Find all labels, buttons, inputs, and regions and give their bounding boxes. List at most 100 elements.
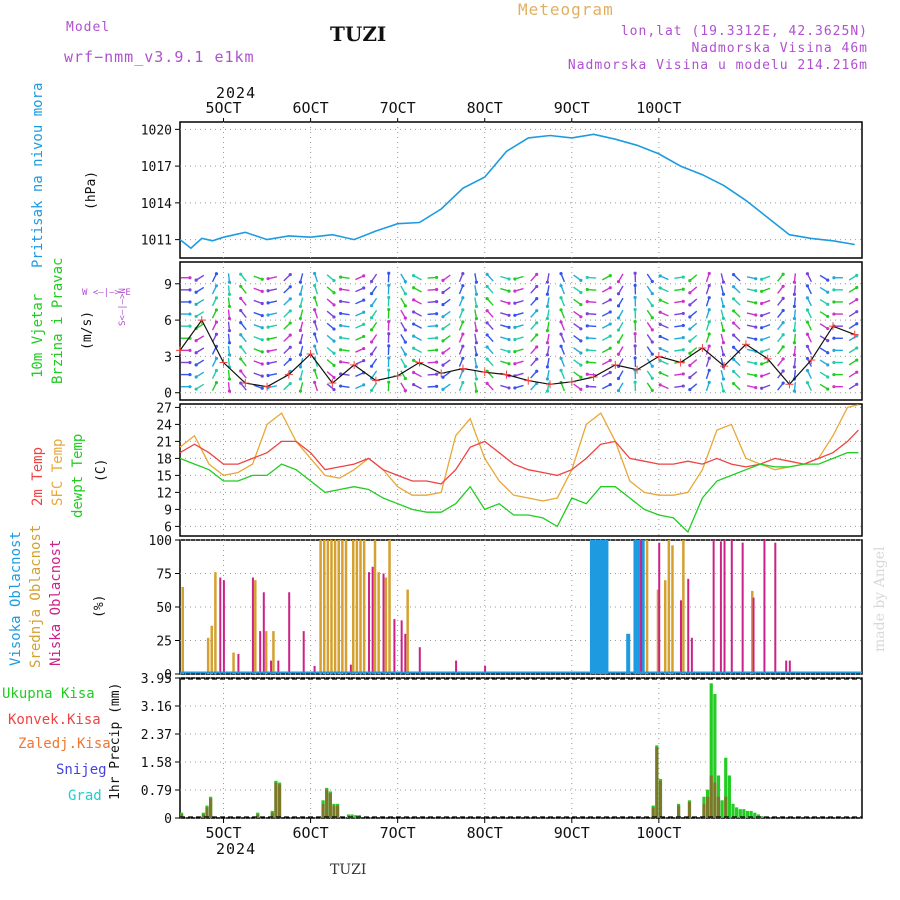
cloud-bar: [404, 633, 407, 674]
cloud-bar: [774, 542, 777, 674]
cloud-bar: [455, 660, 458, 674]
wind-arrowhead: [412, 298, 416, 302]
wind-arrowhead: [707, 283, 711, 288]
wind-arrowhead: [266, 361, 270, 366]
wind-arrowhead: [298, 377, 303, 381]
wind-arrowhead: [721, 316, 726, 321]
wind-arrowhead: [608, 298, 612, 302]
wind-arrowhead: [792, 316, 797, 321]
wind-arrowhead: [721, 341, 726, 345]
cloud-bar: [302, 631, 305, 674]
wind-arrowhead: [507, 325, 511, 329]
wind-arrowhead: [461, 332, 465, 336]
wind-arrowhead: [792, 353, 797, 357]
cloud-bar: [272, 631, 275, 674]
wind-arrowhead: [559, 344, 563, 348]
wind-arrowhead: [474, 377, 479, 381]
wind-arrowhead: [855, 322, 859, 326]
wind-arrowhead: [441, 363, 445, 367]
wind-arrowhead: [369, 291, 374, 296]
wind-arrowhead: [369, 388, 374, 393]
wind-arrowhead: [608, 370, 612, 375]
wind-arrowhead: [362, 274, 366, 278]
precip-convective-bar: [332, 805, 336, 818]
wind-arrowhead: [266, 277, 270, 281]
wind-arrowhead: [832, 336, 836, 340]
wind-arrowhead: [214, 296, 219, 300]
wind-arrowhead: [387, 344, 391, 348]
wind-arrowhead: [227, 389, 232, 393]
wind-arrowhead: [298, 292, 303, 296]
legend-snow: Snijeg: [56, 762, 107, 778]
wind-arrowhead: [461, 284, 465, 288]
wind-arrowhead: [754, 386, 758, 390]
model-elevation-label: Nadmorska Visina u modelu 214.216m: [567, 58, 868, 73]
wind-arrowhead: [461, 380, 465, 385]
cloud-bar: [181, 586, 184, 674]
wind-arrowhead: [650, 316, 654, 320]
wind-arrowhead: [608, 310, 612, 314]
wind-arrowhead: [412, 286, 416, 290]
wind-arrowhead: [633, 344, 637, 348]
wind-arrowhead: [513, 301, 517, 305]
date-label-bottom: 5OCT: [205, 824, 241, 842]
wind-arrowhead: [485, 297, 489, 301]
wind-arrowhead: [792, 304, 797, 309]
date-label-top: 9OCT: [554, 99, 590, 117]
precip-total-bar: [742, 809, 746, 818]
wind-arrowhead: [288, 381, 292, 386]
wind-arrowhead: [260, 386, 264, 390]
wind-arrowhead: [608, 382, 612, 387]
wind-arrowhead: [194, 387, 198, 391]
meteogram-label: Meteogram: [518, 0, 614, 19]
wind-arrowhead: [832, 288, 836, 292]
wind-arrowhead: [608, 322, 612, 326]
wind-arrowhead: [298, 365, 303, 369]
wind-arrowhead: [362, 298, 366, 302]
cloud-bar: [337, 540, 340, 674]
wind-arrowhead: [188, 300, 192, 304]
wind-arrowhead: [288, 297, 292, 301]
wind-arrowhead: [260, 301, 264, 306]
wind-arrowhead: [585, 348, 589, 352]
wind-arrowhead: [732, 369, 736, 374]
cloud-bar: [751, 590, 754, 674]
2m-temp-line: [179, 429, 859, 485]
temperature-ytick-label: 15: [156, 469, 172, 484]
wind-arrowhead: [412, 274, 416, 278]
wind-arrowhead: [633, 332, 637, 336]
precip-convective-bar: [713, 782, 717, 818]
wind-arrowhead: [688, 315, 692, 319]
wind-arrowhead: [688, 327, 692, 331]
wind-arrowhead: [412, 334, 416, 338]
temperature-frame: [179, 403, 863, 537]
cloud-bar: [597, 540, 602, 674]
wind-arrowhead: [507, 386, 511, 390]
wind-arrowhead: [339, 287, 343, 291]
wind-arrowhead: [585, 372, 589, 376]
wind-arrowhead: [545, 328, 550, 333]
wind-arrowhead: [579, 315, 583, 319]
wind-arrowhead: [579, 302, 583, 307]
wind-arrowhead: [585, 287, 589, 292]
wind-arrowhead: [332, 339, 336, 343]
wind-arrowhead: [707, 380, 711, 385]
wind-arrowhead: [707, 296, 711, 300]
wind-arrowhead: [362, 334, 366, 339]
cloud-bar: [206, 637, 210, 674]
wind-arrowhead: [707, 320, 711, 324]
precip-total-bar: [720, 800, 724, 818]
wind-arrowhead: [688, 339, 692, 343]
wind-arrowhead: [608, 286, 612, 290]
wind-arrowhead: [633, 307, 637, 312]
wind-arrowhead: [387, 320, 391, 324]
wind-arrowhead: [633, 295, 637, 300]
wind-arrowhead: [362, 310, 366, 314]
cloud-bar: [752, 597, 755, 674]
wind-arrowhead: [826, 339, 830, 343]
cloud-bar: [400, 620, 403, 674]
wind-arrowhead: [266, 301, 270, 305]
wind-arrowhead: [805, 308, 810, 312]
wind-arrowhead: [239, 321, 243, 325]
date-label-top: 8OCT: [467, 99, 503, 117]
